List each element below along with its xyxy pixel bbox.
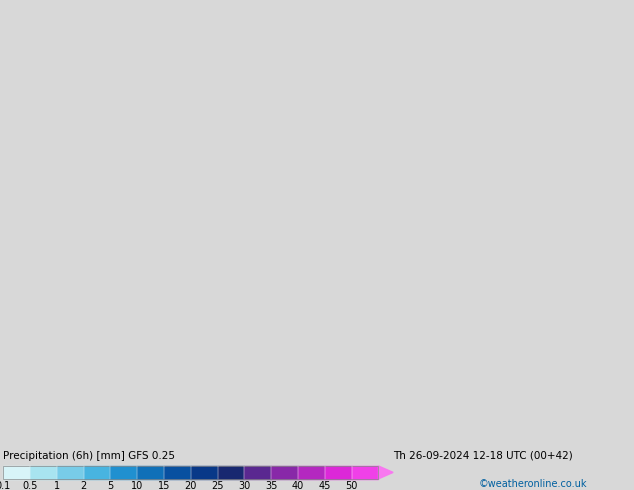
Bar [352, 466, 378, 479]
Bar [325, 466, 352, 479]
Text: 50: 50 [346, 481, 358, 490]
Bar [217, 466, 245, 479]
Text: 45: 45 [319, 481, 331, 490]
Bar [84, 466, 110, 479]
Text: ©weatheronline.co.uk: ©weatheronline.co.uk [479, 479, 587, 489]
Bar [137, 466, 164, 479]
Text: Precipitation (6h) [mm] GFS 0.25: Precipitation (6h) [mm] GFS 0.25 [3, 451, 175, 461]
Text: 0.5: 0.5 [22, 481, 37, 490]
Text: 2: 2 [81, 481, 87, 490]
Bar [298, 466, 325, 479]
Text: 10: 10 [131, 481, 143, 490]
Bar [110, 466, 137, 479]
FancyArrow shape [378, 466, 393, 479]
Text: 1: 1 [54, 481, 60, 490]
Bar [57, 466, 84, 479]
Bar [245, 466, 271, 479]
Text: Th 26-09-2024 12-18 UTC (00+42): Th 26-09-2024 12-18 UTC (00+42) [393, 451, 573, 461]
Text: 35: 35 [265, 481, 278, 490]
Bar [164, 466, 191, 479]
Bar [3, 466, 378, 479]
Bar [30, 466, 57, 479]
Bar [271, 466, 298, 479]
Text: 40: 40 [292, 481, 304, 490]
Bar [191, 466, 217, 479]
Text: 30: 30 [238, 481, 250, 490]
Text: 20: 20 [184, 481, 197, 490]
Text: 5: 5 [107, 481, 113, 490]
Text: 0.1: 0.1 [0, 481, 11, 490]
Text: 25: 25 [211, 481, 224, 490]
Bar [3, 466, 30, 479]
Text: 15: 15 [158, 481, 170, 490]
